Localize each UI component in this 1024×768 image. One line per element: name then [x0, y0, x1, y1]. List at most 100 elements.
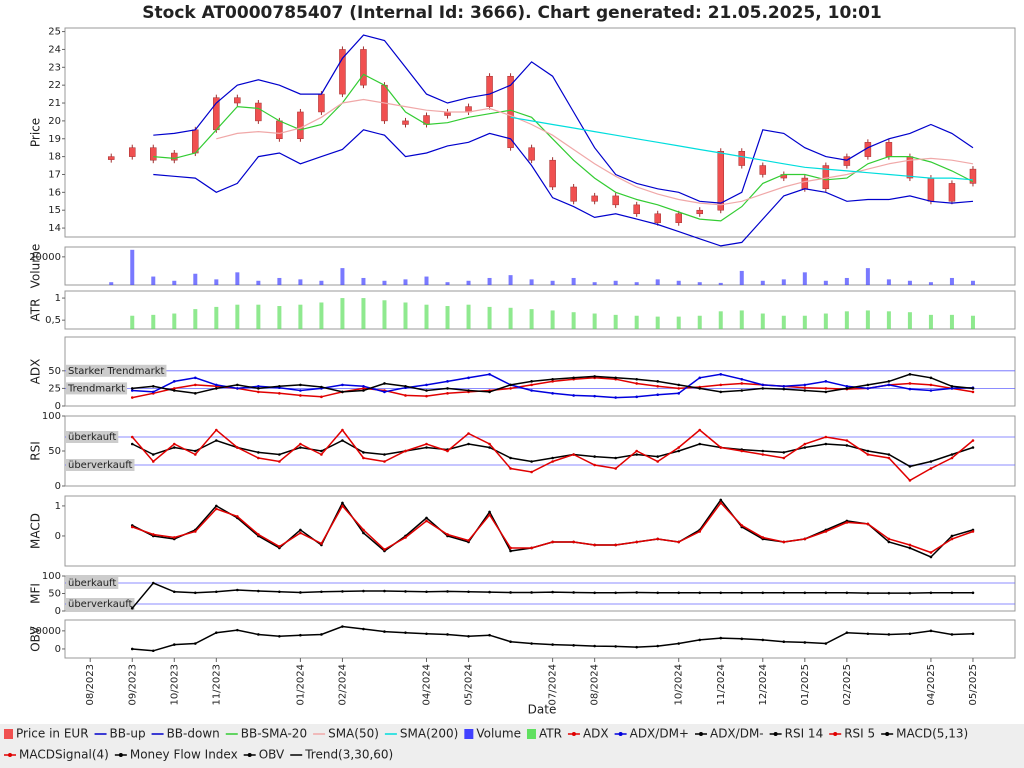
x-tick-label: 08/2023 [85, 664, 96, 706]
point [845, 439, 849, 442]
bar [235, 304, 240, 329]
point [614, 591, 617, 595]
candle [107, 156, 115, 160]
point [509, 591, 512, 594]
legend-item: BB-up [94, 727, 146, 741]
point [551, 540, 554, 544]
bar [424, 276, 429, 285]
point [950, 534, 954, 538]
point [236, 446, 239, 449]
bar [865, 310, 870, 329]
y-tick-label: 19 [48, 134, 61, 145]
point [215, 590, 218, 594]
point [614, 376, 617, 380]
legend-label: SMA(50) [328, 727, 379, 741]
point [572, 591, 575, 594]
point [572, 540, 575, 544]
candle [948, 183, 956, 202]
point [530, 460, 533, 463]
point [698, 530, 702, 533]
candle [255, 102, 262, 122]
point [929, 551, 933, 554]
bar [613, 314, 618, 329]
point [845, 521, 849, 524]
y-tick-label: 24 [48, 44, 61, 55]
bar [277, 277, 282, 285]
reference-label-bg [66, 431, 119, 443]
bar [676, 316, 681, 329]
point [572, 394, 575, 397]
point [740, 637, 744, 641]
legend-item: BB-down [151, 727, 220, 741]
legend-label: OBV [259, 748, 285, 762]
point [803, 591, 807, 595]
point [151, 390, 155, 394]
point [677, 383, 681, 387]
point [698, 428, 702, 432]
point [593, 463, 596, 467]
bar [739, 310, 744, 329]
point [635, 449, 638, 453]
y-tick-label: 21 [48, 98, 61, 109]
point [299, 531, 302, 535]
point [824, 390, 828, 394]
y-tick-label: 15 [48, 205, 61, 216]
point [677, 392, 681, 395]
point [236, 588, 239, 592]
point [803, 383, 807, 387]
point [194, 453, 197, 456]
point [614, 456, 617, 460]
point [530, 546, 533, 550]
point [383, 382, 386, 385]
point [299, 394, 302, 397]
point [719, 498, 723, 502]
point [635, 453, 638, 456]
point [824, 380, 828, 383]
point [299, 383, 302, 387]
legend-label: RSI 14 [785, 727, 824, 741]
point [593, 394, 596, 398]
bar [130, 315, 135, 329]
point [887, 537, 891, 541]
panel [64, 619, 1016, 659]
y-axis-label: MACD [29, 513, 43, 549]
reference-label-bg [66, 382, 128, 395]
point [929, 460, 933, 463]
candle [129, 147, 136, 157]
legend-item: ADX/DM- [694, 727, 764, 741]
point [593, 543, 596, 547]
point [488, 513, 491, 517]
point [320, 453, 323, 456]
point [130, 525, 134, 529]
y-tick-label: 16 [48, 187, 61, 198]
point [677, 446, 681, 449]
candle [759, 165, 767, 175]
point [551, 456, 554, 460]
point [824, 591, 828, 595]
reference-label: überkauft [68, 432, 116, 443]
point [824, 442, 828, 446]
point [551, 643, 554, 646]
point [425, 446, 428, 449]
reference-label-bg [66, 577, 119, 589]
bar [655, 279, 660, 285]
point [404, 384, 407, 388]
point [866, 632, 870, 636]
point [151, 581, 155, 585]
point [215, 387, 218, 390]
bar [466, 304, 471, 329]
bar [802, 272, 807, 285]
bar [466, 280, 471, 285]
point [467, 634, 470, 638]
bar [550, 280, 555, 285]
point [425, 632, 428, 636]
point [446, 392, 449, 395]
point [614, 543, 617, 547]
bar [340, 298, 345, 329]
bar [592, 313, 597, 329]
point [551, 590, 554, 594]
bar [865, 268, 870, 285]
bar [928, 282, 933, 285]
legend-label: MACDSignal(4) [19, 748, 109, 762]
